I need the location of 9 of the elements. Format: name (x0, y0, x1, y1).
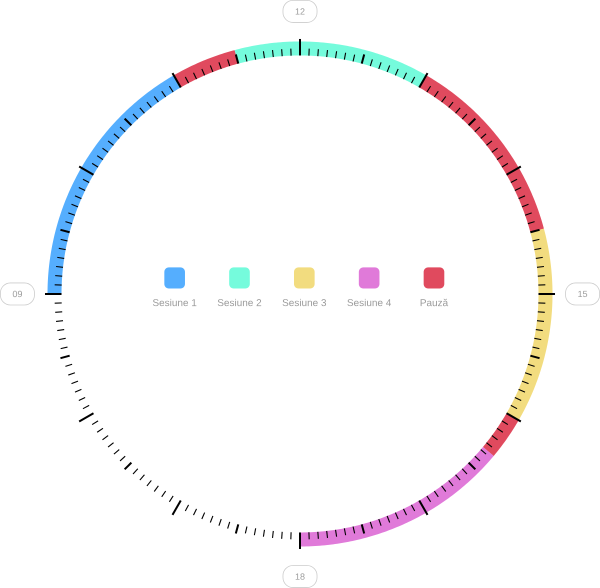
legend-label: Sesiune 2 (218, 298, 262, 306)
text: 12 (296, 8, 305, 15)
text: 15 (578, 290, 588, 298)
legend-label: Sesiune 1 (152, 298, 196, 306)
legend-label: Sesiune 3 (282, 298, 326, 306)
text: 09 (12, 290, 22, 298)
legend-label: Sesiune 4 (347, 298, 392, 306)
text: 18 (296, 573, 305, 580)
legend-label: Pauză (420, 298, 448, 306)
